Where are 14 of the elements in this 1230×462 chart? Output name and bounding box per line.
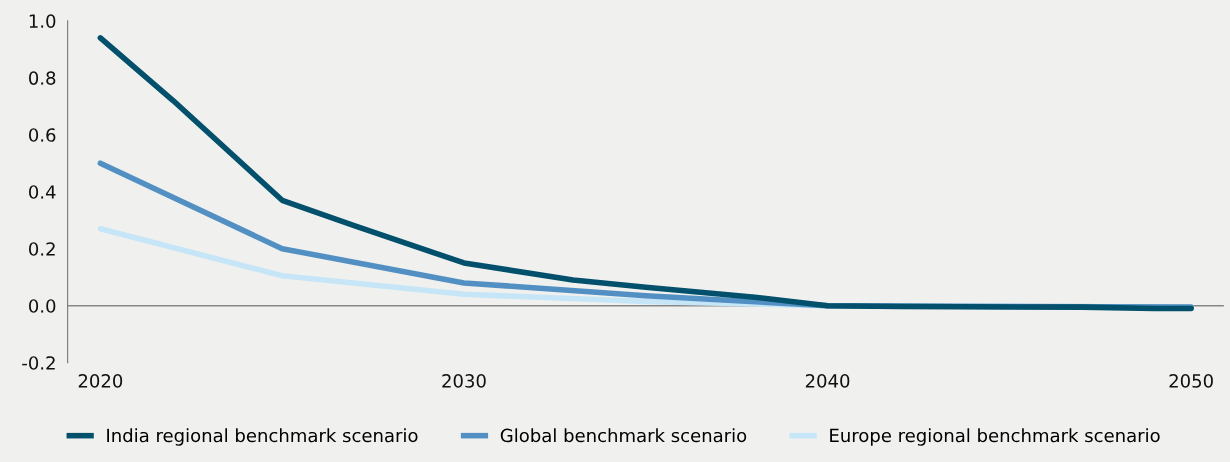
legend-label: Global benchmark scenario <box>500 428 747 443</box>
y-tick-label: 0.2 <box>29 242 55 256</box>
x-tick-label: 2020 <box>78 374 123 388</box>
y-tick-label: 0.6 <box>29 128 56 142</box>
legend-label: India regional benchmark scenario <box>107 428 418 446</box>
y-tick-label: 0.0 <box>29 299 56 313</box>
y-tick-label: -0.2 <box>22 356 55 370</box>
x-tick-label: 2050 <box>1169 374 1213 388</box>
y-tick-label: 0.4 <box>29 185 56 199</box>
y-tick-label: 1.0 <box>29 14 56 28</box>
y-tick-label: 0.8 <box>29 71 56 85</box>
x-tick-label: 2040 <box>805 374 850 388</box>
legend-label: Europe regional benchmark scenario <box>830 428 1160 446</box>
x-tick-label: 2030 <box>442 374 486 388</box>
